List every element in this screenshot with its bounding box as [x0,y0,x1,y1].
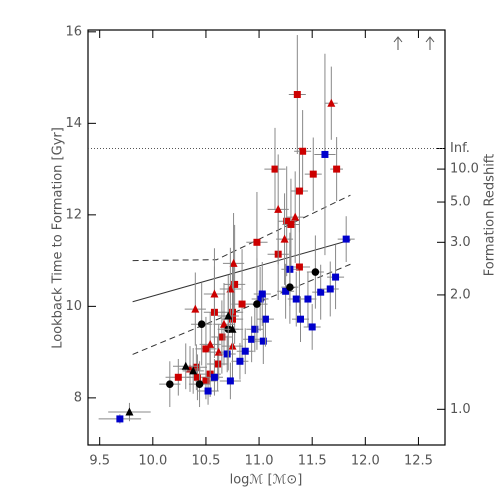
y-tick-label: 10 [65,299,82,314]
point [192,363,200,371]
point [224,311,233,320]
point [258,290,266,298]
point [274,204,283,213]
point [342,235,350,243]
point [210,373,218,381]
point [189,366,198,375]
point [333,165,341,173]
point [282,287,290,295]
plot-frame [87,29,446,446]
point [238,300,246,308]
fit-line [132,263,351,355]
point [202,377,210,385]
y2-tick-label: Inf. [450,141,470,156]
point [291,212,300,221]
point [214,360,222,368]
point [299,147,307,155]
point [327,98,336,107]
point [295,263,303,271]
point [174,373,182,381]
point [195,380,204,388]
point [280,234,289,243]
y-tick-label: 8 [74,390,82,405]
point [253,300,261,308]
x-tick-label: 12.5 [404,454,433,469]
y2-tick-label: 2.0 [450,287,471,302]
point [304,295,312,303]
y2-tick-label: 5.0 [450,195,471,210]
x-tick-label: 10.0 [138,454,167,469]
point [251,325,259,333]
point [287,220,295,228]
point [206,339,215,348]
point [297,315,304,323]
y2-axis-label: Formation Redshift [483,154,498,277]
upper-limit-arrows [393,36,435,50]
point [317,288,325,296]
x-axis-label: logℳ [ℳ⊙] [230,473,303,488]
point [241,347,249,355]
point [231,280,239,288]
point [256,295,264,303]
point [191,304,200,313]
point [202,345,210,353]
point [283,217,291,225]
x-tick-label: 11.5 [298,454,327,469]
point [181,361,190,370]
point [292,295,300,303]
y-tick-label: 16 [65,24,82,39]
x-tick-label: 12.0 [351,454,380,469]
y-axis-label: Lookback Time to Formation [Gyr] [51,127,66,349]
x-tick-label: 9.5 [89,454,110,469]
y2-tick-label: 3.0 [450,235,471,250]
point [204,387,212,395]
point [193,373,201,381]
point [248,335,256,343]
point [210,289,219,298]
point [293,91,301,99]
point [295,187,303,195]
point [326,285,334,293]
point [321,150,329,158]
point [220,319,228,328]
point [259,337,267,345]
point [236,357,244,365]
point [311,268,320,276]
y2-tick-label: 10.0 [450,162,479,177]
point [218,333,226,341]
x-tick-label: 10.5 [191,454,220,469]
y-tick-label: 12 [65,207,82,222]
point [309,170,317,178]
point [125,407,134,416]
point [271,165,279,173]
point [223,350,231,358]
point [253,238,261,246]
point [261,315,269,323]
point [116,415,124,423]
y-tick-label: 14 [65,116,82,131]
y2-tick-label: 1.0 [450,402,471,417]
fit-line [132,239,351,303]
point [226,377,234,385]
fit-line [132,194,351,262]
point [197,320,206,329]
point [166,380,174,388]
point [332,273,340,281]
x-tick-label: 11.0 [245,454,274,469]
point [229,258,238,267]
point [308,323,316,331]
point [228,324,237,333]
point [286,283,294,291]
